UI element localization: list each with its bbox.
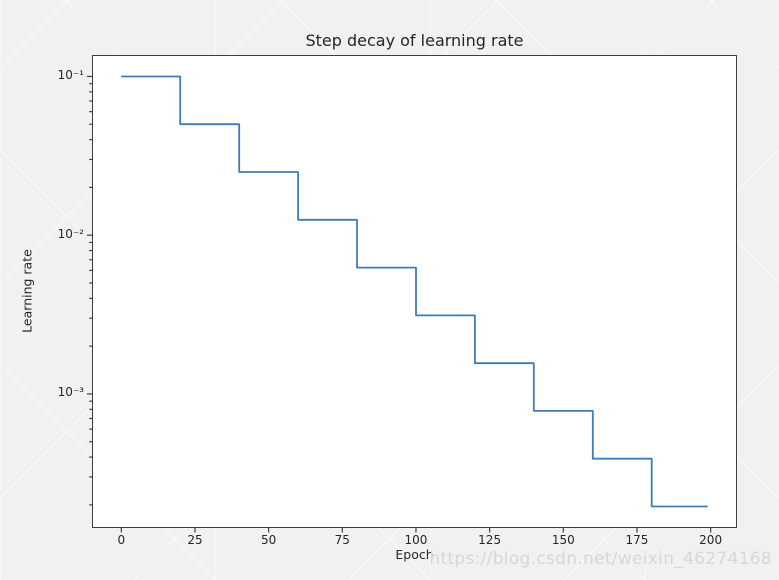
x-tick-label: 75: [334, 533, 350, 547]
y-tick-label: 10⁻³: [57, 385, 84, 400]
chart-title: Step decay of learning rate: [305, 31, 524, 50]
x-axis-label: Epoch: [395, 547, 434, 562]
x-tick-label: 125: [478, 533, 502, 547]
x-tick-label: 50: [261, 533, 277, 547]
x-tick-label: 100: [404, 533, 428, 547]
x-tick-label: 25: [187, 533, 203, 547]
plot-area: [92, 55, 737, 528]
x-tick-label: 0: [117, 533, 126, 547]
x-tick-label: 200: [699, 533, 723, 547]
watermark-url: https://blog.csdn.net/weixin_46274168: [429, 549, 772, 569]
y-tick-label: 10⁻¹: [57, 67, 84, 82]
y-tick-label: 10⁻²: [57, 226, 84, 241]
x-tick-label: 150: [551, 533, 575, 547]
y-axis-label: Learning rate: [19, 249, 35, 333]
x-tick-label: 175: [625, 533, 649, 547]
